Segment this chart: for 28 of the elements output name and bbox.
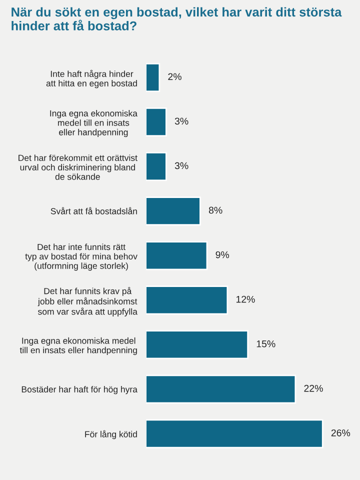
data-label: 2% — [168, 73, 182, 80]
y-tick-label: Det har förekommit ett orättvist urval och diskriminering bland de sökande — [18, 154, 138, 180]
bar — [146, 374, 296, 404]
bar — [146, 286, 228, 315]
y-tick-label: Bostäder har haft för hög hyra — [22, 386, 138, 394]
y-tick-label: Inga egna ekonomiska medel till en insats eller handpenning — [50, 110, 138, 138]
bar — [146, 419, 324, 448]
bar — [146, 62, 160, 92]
data-label: 22% — [304, 384, 323, 392]
data-label: 15% — [256, 340, 276, 348]
data-label: 3% — [174, 118, 188, 125]
data-label: 3% — [174, 162, 188, 170]
y-tick-label: Det har funnits krav på jobb eller månadsinkomst som var svåra att uppfylla — [38, 287, 138, 316]
data-label: 12% — [236, 296, 255, 303]
y-tick-label: Svårt att få bostadslån — [50, 207, 137, 214]
bar — [146, 196, 201, 226]
bar — [146, 108, 167, 136]
y-tick-label: Det har inte funnits rätt typ av bostad för mina behov (utformning läge storlek) — [25, 244, 138, 271]
data-label: 26% — [331, 429, 350, 436]
y-tick-label: Inga egna ekonomiska medel till en insats eller handpenning — [20, 337, 137, 355]
chart-title: När du sökt en egen bostad, vilket har varit ditt största hinder att få bostad? — [12, 7, 342, 30]
y-tick-label: Inte haft några hinder att hitta en egen bostad — [46, 70, 137, 88]
bar — [146, 241, 208, 270]
bar — [146, 152, 167, 182]
bar — [146, 330, 249, 360]
data-label: 8% — [208, 206, 222, 214]
y-tick-label: För lång kötid — [85, 430, 137, 440]
data-label: 9% — [216, 251, 230, 258]
